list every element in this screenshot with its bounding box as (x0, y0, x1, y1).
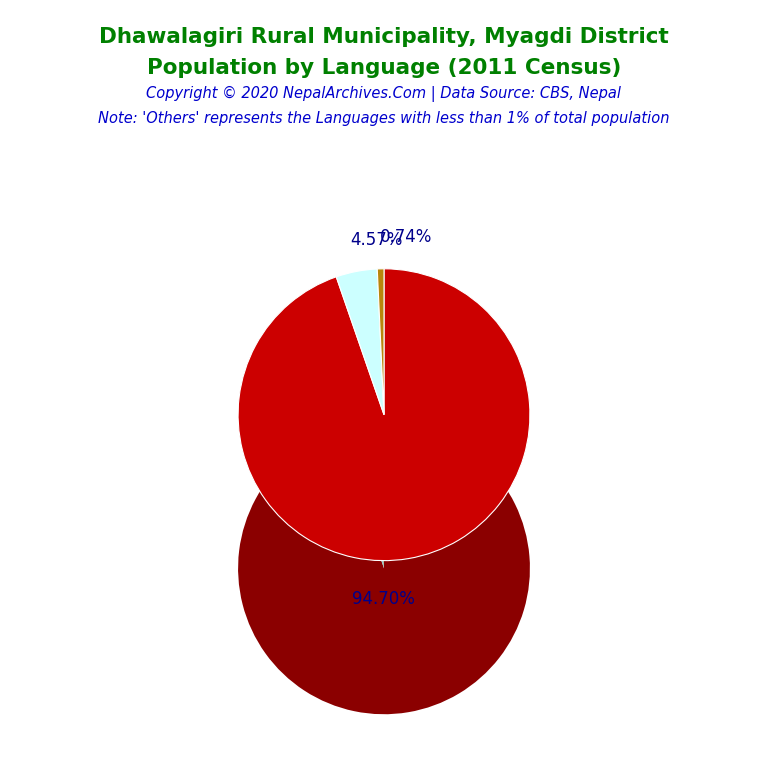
Text: Dhawalagiri Rural Municipality, Myagdi District: Dhawalagiri Rural Municipality, Myagdi D… (99, 27, 669, 47)
Text: Copyright © 2020 NepalArchives.Com | Data Source: CBS, Nepal: Copyright © 2020 NepalArchives.Com | Dat… (147, 86, 621, 102)
Text: 94.70%: 94.70% (352, 590, 415, 608)
Text: 0.74%: 0.74% (380, 228, 432, 246)
Wedge shape (238, 269, 530, 561)
Wedge shape (336, 422, 384, 568)
Wedge shape (238, 422, 530, 714)
Text: Note: 'Others' represents the Languages with less than 1% of total population: Note: 'Others' represents the Languages … (98, 111, 670, 126)
Wedge shape (377, 422, 384, 568)
Text: Population by Language (2011 Census): Population by Language (2011 Census) (147, 58, 621, 78)
Text: 4.57%: 4.57% (350, 231, 402, 249)
Wedge shape (377, 269, 384, 415)
Wedge shape (336, 269, 384, 415)
